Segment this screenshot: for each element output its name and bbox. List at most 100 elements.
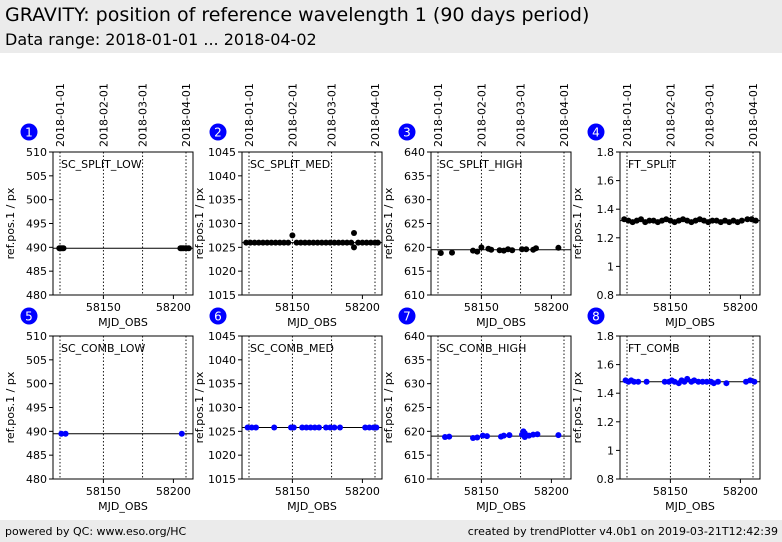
y-tick-label: 1030: [208, 218, 236, 231]
data-point: [348, 239, 355, 246]
parameter-label: SC_COMB_HIGH: [439, 342, 526, 355]
data-point: [555, 432, 562, 439]
date-tick-label: 2018-01-01: [621, 83, 634, 147]
data-range-subtitle: Data range: 2018-01-01 ... 2018-04-02: [5, 30, 317, 49]
date-tick-label: 2018-03-01: [137, 83, 150, 147]
x-tick-label: 58150: [464, 301, 499, 314]
data-point: [715, 378, 721, 385]
plot-frame: [619, 335, 761, 480]
panel-number-badge: [398, 307, 416, 325]
y-tick-label: 1: [607, 260, 614, 273]
data-point: [367, 239, 374, 246]
data-point: [359, 239, 366, 246]
data-point: [506, 432, 513, 439]
y-tick-label: 1025: [208, 425, 236, 438]
date-tick-label: 2018-01-01: [54, 83, 67, 147]
data-point: [255, 239, 262, 246]
y-tick-label: 610: [404, 473, 425, 486]
date-tick-label: 2018-01-01: [243, 83, 256, 147]
y-tick-label: 480: [26, 473, 47, 486]
report-header: GRAVITY: position of reference wavelengt…: [0, 0, 782, 53]
footer-powered-by: powered by QC: www.eso.org/HC: [5, 525, 187, 538]
y-tick-label: 0.8: [597, 289, 615, 302]
data-point: [248, 424, 255, 431]
plot-frame: [241, 335, 383, 480]
y-tick-label: 1020: [208, 449, 236, 462]
date-tick-label: 2018-04-01: [558, 83, 571, 147]
panel-sc-split-high: 610 615 620 625 630 635 640 58150 58200 MJD_OBS re…: [382, 83, 572, 329]
y-axis-label: ref.pos.1 / px: [4, 187, 17, 259]
data-point: [310, 239, 317, 246]
y-tick-label: 1.4: [597, 203, 615, 216]
x-axis-label: MJD_OBS: [287, 316, 337, 329]
data-point: [297, 239, 304, 246]
data-point: [60, 245, 67, 252]
y-tick-label: 500: [26, 194, 47, 207]
data-point: [331, 424, 338, 431]
y-axis-label: ref.pos.1 / px: [193, 187, 206, 259]
y-tick-label: 1: [607, 444, 614, 457]
y-tick-label: 620: [404, 425, 425, 438]
data-point: [302, 239, 308, 246]
data-point: [635, 378, 642, 385]
y-tick-label: 630: [404, 194, 425, 207]
data-point: [661, 378, 668, 385]
data-point: [638, 216, 644, 223]
data-point: [318, 239, 325, 246]
footer-created-by: created by trendPlotter v4.0b1 on 2019-0…: [467, 525, 778, 538]
data-point: [474, 434, 481, 441]
x-tick-label: 58150: [86, 301, 121, 314]
data-point: [335, 239, 342, 246]
date-tick-label: 2018-04-01: [747, 83, 760, 147]
data-point: [247, 239, 254, 246]
date-tick-label: 2018-02-01: [664, 83, 677, 147]
data-point: [316, 424, 322, 431]
data-point: [290, 424, 297, 431]
data-point: [306, 239, 313, 246]
y-tick-label: 1.2: [597, 232, 615, 245]
y-tick-label: 625: [404, 402, 425, 415]
y-tick-label: 610: [404, 289, 425, 302]
date-tick-label: 2018-03-01: [326, 83, 339, 147]
date-tick-label: 2018-02-01: [97, 83, 110, 147]
y-tick-label: 480: [26, 289, 47, 302]
panel-number-badge: [587, 123, 605, 141]
panel-ft-split: 0.8 1 1.2 1.4 1.6 1.8 58150 58200 MJD_OBS ref.pos…: [571, 83, 761, 329]
x-tick-label: 58200: [345, 301, 380, 314]
data-point: [327, 239, 334, 246]
data-point: [631, 378, 637, 385]
panel-sc-split-low: 480 485 490 495 500 505 510 58150 58200 MJD_OBS re…: [4, 83, 194, 329]
panel-number: 2: [214, 126, 222, 140]
y-tick-label: 615: [404, 265, 425, 278]
y-tick-label: 495: [26, 218, 47, 231]
data-point: [373, 424, 380, 431]
data-point: [519, 246, 525, 253]
data-point: [474, 248, 481, 255]
data-point: [314, 239, 321, 246]
parameter-label: SC_COMB_LOW: [61, 342, 145, 355]
data-point: [752, 217, 759, 224]
y-axis-label: ref.pos.1 / px: [382, 371, 395, 443]
y-tick-label: 1020: [208, 265, 236, 278]
panel-number: 3: [403, 126, 411, 140]
y-tick-label: 1045: [208, 146, 236, 159]
y-tick-label: 1.2: [597, 416, 615, 429]
plot-frame: [430, 151, 572, 296]
date-tick-label: 2018-02-01: [286, 83, 299, 147]
x-axis-label: MJD_OBS: [98, 500, 148, 513]
x-tick-label: 58200: [534, 301, 569, 314]
y-tick-label: 625: [404, 218, 425, 231]
x-tick-label: 58150: [464, 485, 499, 498]
panel-number: 8: [592, 310, 600, 324]
x-tick-label: 58200: [156, 485, 191, 498]
data-point: [276, 239, 283, 246]
x-tick-label: 58200: [534, 485, 569, 498]
data-point: [285, 239, 292, 246]
data-point: [744, 216, 751, 223]
y-tick-label: 1040: [208, 170, 236, 183]
x-tick-label: 58200: [723, 485, 758, 498]
data-point: [253, 424, 259, 431]
plot-frame: [430, 335, 572, 480]
